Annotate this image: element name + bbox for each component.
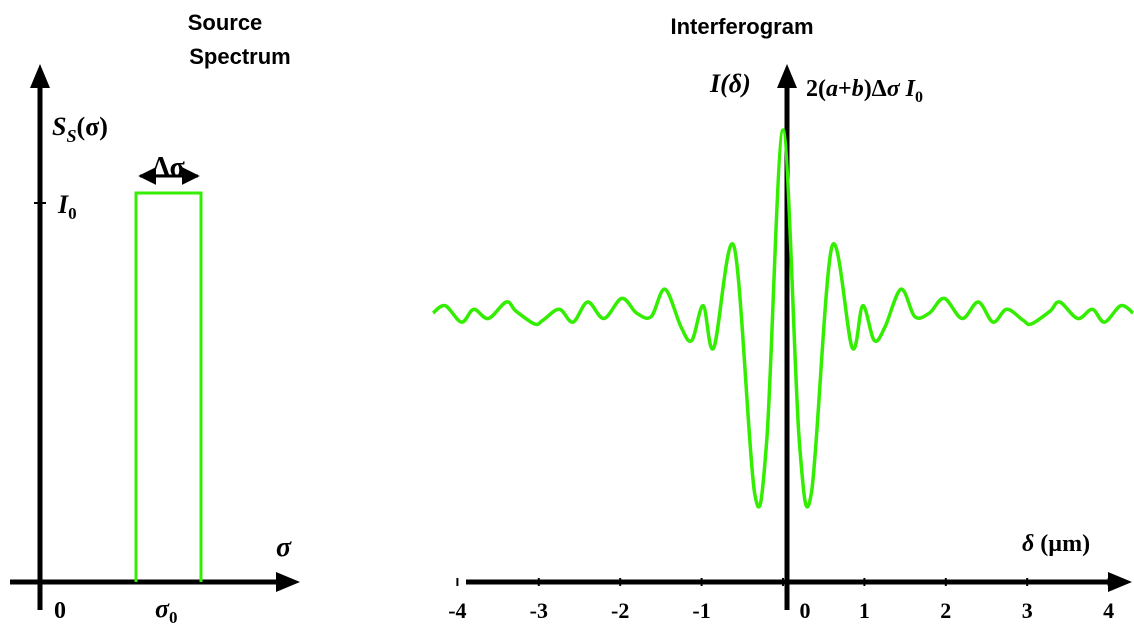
left-x-label: σ	[276, 532, 292, 563]
level-label-main: I	[57, 190, 69, 219]
x-tick-label: -2	[611, 598, 629, 623]
level-label-sub: 0	[68, 204, 77, 223]
interferogram-series	[431, 128, 1134, 509]
center-label: σ0	[155, 594, 178, 627]
left-y-label-paren: (σ)	[76, 112, 107, 141]
left-y-label-sub: S	[66, 126, 76, 146]
x-tick-label: 2	[940, 598, 951, 623]
width-label: Δσ	[152, 152, 186, 183]
x-tick-label: -4	[448, 598, 466, 623]
level-label: I0	[57, 190, 77, 223]
center-label-main: σ	[155, 594, 170, 623]
x-tick-label: 1	[859, 598, 870, 623]
left-y-label: SS(σ)	[52, 112, 108, 146]
left-y-label-main: S	[52, 112, 66, 141]
x-tick-label: 4	[1103, 598, 1114, 623]
right-y-axis-arrowhead	[777, 64, 797, 88]
source-spectrum-chart: Source Spectrum SS(σ) I0 Δσ 0 σ σ0	[10, 10, 300, 627]
right-x-ticks: -4 -3 -2 -1 0 1 2 3 4	[448, 578, 1114, 623]
x-tick-label: 0	[800, 598, 811, 623]
x-tick-label: -1	[692, 598, 710, 623]
right-x-axis-arrowhead	[1108, 572, 1132, 592]
source-spectrum-title-line1: Source	[188, 10, 263, 35]
x-tick-label: 3	[1022, 598, 1033, 623]
peak-label: 2(a+b)Δσ I0	[806, 76, 923, 106]
right-x-label: δ (µm)	[1022, 531, 1090, 557]
interferogram-chart: Interferogram I(δ) 2(a+b)Δσ I0 δ (µm) -4…	[431, 14, 1134, 623]
right-y-label: I(δ)	[709, 69, 751, 98]
origin-label: 0	[54, 598, 66, 624]
spectrum-rectangle-series	[134, 191, 203, 582]
source-spectrum-title-line2: Spectrum	[189, 44, 290, 69]
interferogram-title: Interferogram	[670, 14, 813, 39]
x-tick-label: -3	[530, 598, 548, 623]
center-label-sub: 0	[169, 608, 178, 627]
left-y-axis-arrowhead	[30, 64, 50, 88]
left-x-axis-arrowhead	[276, 572, 300, 592]
